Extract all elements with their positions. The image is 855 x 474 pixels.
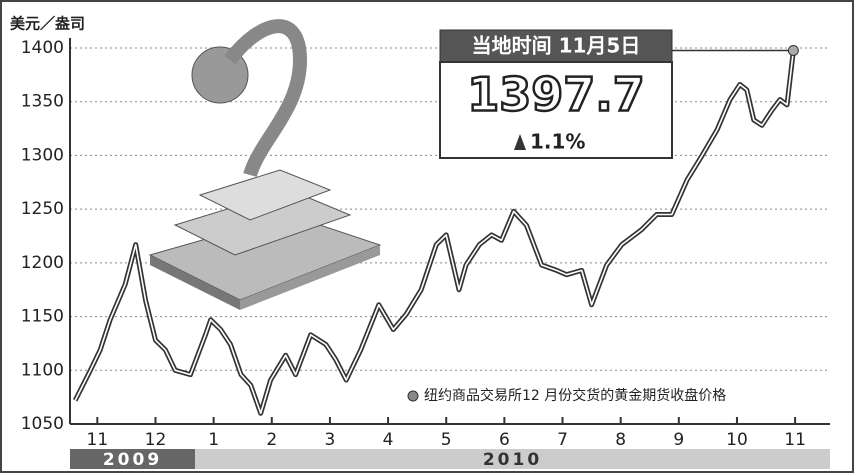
x-tick-label: 11 (87, 430, 109, 450)
year-label: 2009 (103, 450, 162, 470)
callout-change: 1.1% (530, 130, 585, 154)
x-tick-label: 5 (441, 430, 452, 450)
x-tick-label: 4 (383, 430, 394, 450)
x-tick-label: 7 (557, 430, 568, 450)
y-tick-label: 1200 (21, 253, 64, 273)
end-point (787, 44, 799, 56)
x-tick-label: 9 (673, 430, 684, 450)
x-tick-label: 12 (145, 430, 167, 450)
x-tick-label: 2 (266, 430, 277, 450)
callout-price: 1397.7 (467, 68, 645, 122)
y-tick-label: 1400 (21, 38, 64, 58)
y-tick-label: 1050 (21, 414, 64, 434)
y-tick-label: 1100 (21, 360, 64, 380)
year-band (195, 449, 830, 469)
x-tick-label: 8 (615, 430, 626, 450)
legend-label: 纽约商品交易所12 月份交货的黄金期货收盘价格 (424, 387, 726, 404)
callout-date: 当地时间 11月5日 (472, 34, 641, 58)
y-unit: 美元／盎司 (10, 15, 85, 33)
y-tick-label: 1350 (21, 92, 64, 112)
x-tick-label: 1 (208, 430, 219, 450)
gold-bars-illustration (148, 19, 382, 310)
year-label: 2010 (483, 450, 542, 470)
year-band (70, 449, 196, 469)
x-tick-label: 3 (325, 430, 336, 450)
y-tick-label: 1250 (21, 199, 64, 219)
x-tick-label: 10 (726, 430, 748, 450)
legend-marker (407, 390, 419, 402)
callout-header (439, 29, 673, 63)
x-tick-label: 11 (784, 430, 806, 450)
x-tick-label: 6 (499, 430, 510, 450)
y-tick-label: 1150 (21, 307, 64, 327)
y-tick-label: 1300 (21, 145, 64, 165)
price-line-inner (74, 50, 795, 415)
callout-body (439, 61, 673, 159)
up-arrow (514, 134, 526, 150)
